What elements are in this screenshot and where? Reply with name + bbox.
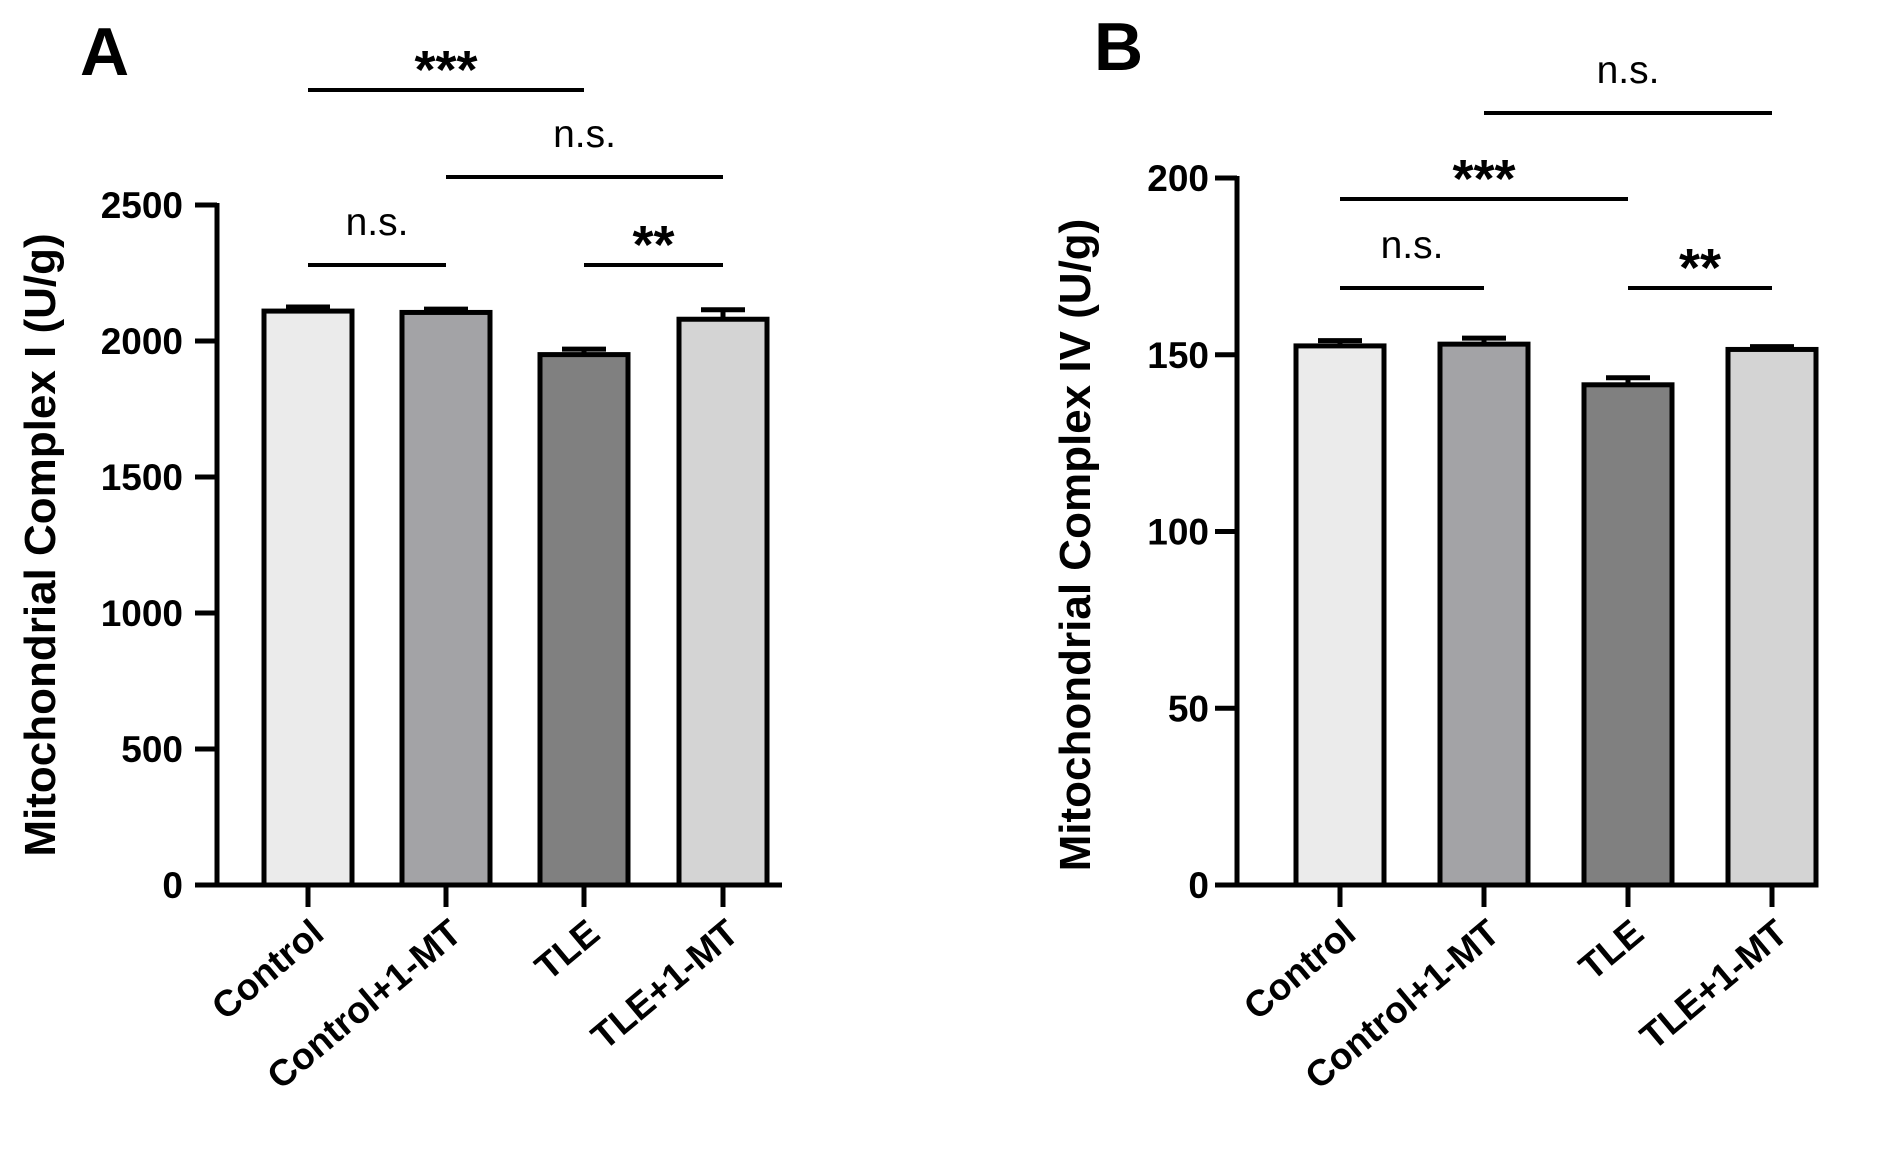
y-tick-label: 100 — [1147, 512, 1209, 553]
x-tick-label: Control — [1236, 912, 1363, 1028]
x-tick-label: TLE+1-MT — [584, 911, 747, 1057]
y-tick-label: 0 — [1188, 865, 1209, 906]
bar — [1581, 382, 1675, 888]
bar — [261, 308, 355, 888]
bar — [399, 309, 493, 888]
y-axis-label: Mitochondrial Complex IV (U/g) — [1051, 219, 1100, 872]
significance-label: ** — [1679, 238, 1721, 298]
panel-letter-b: B — [1094, 9, 1143, 85]
y-tick-label: 2500 — [101, 185, 183, 226]
y-tick-label: 200 — [1147, 158, 1209, 199]
bar — [537, 352, 631, 888]
panel-letter-a: A — [80, 14, 129, 90]
panel-a: A Mitochondrial Complex I (U/g) 0 500 1000 15… — [16, 14, 782, 1097]
significance-label: *** — [1452, 149, 1515, 209]
bar — [1293, 343, 1387, 888]
significance-label: n.s. — [1597, 49, 1660, 92]
bar — [1437, 341, 1531, 888]
significance-label: n.s. — [1381, 224, 1444, 267]
significance-label: ** — [632, 215, 674, 275]
y-tick-label: 500 — [121, 729, 183, 770]
x-tick-label: Control — [204, 912, 331, 1028]
y-tick-label: 1000 — [101, 593, 183, 634]
y-tick-label: 2000 — [101, 321, 183, 362]
bar — [1725, 346, 1819, 888]
y-tick-label: 1500 — [101, 457, 183, 498]
panel-b: B Mitochondrial Complex IV (U/g) 0 50 100 150… — [1051, 9, 1819, 1097]
y-tick-label: 50 — [1168, 688, 1209, 729]
x-tick-label: TLE+1-MT — [1633, 911, 1796, 1057]
x-tick-label: TLE — [1571, 912, 1651, 988]
significance-label: n.s. — [553, 113, 616, 156]
y-axis-label: Mitochondrial Complex I (U/g) — [16, 233, 65, 856]
y-tick-label: 0 — [162, 865, 183, 906]
x-tick-label: TLE — [527, 912, 607, 988]
significance-label: *** — [414, 40, 477, 100]
bar — [676, 316, 770, 888]
significance-label: n.s. — [346, 201, 409, 244]
y-tick-label: 150 — [1147, 335, 1209, 376]
